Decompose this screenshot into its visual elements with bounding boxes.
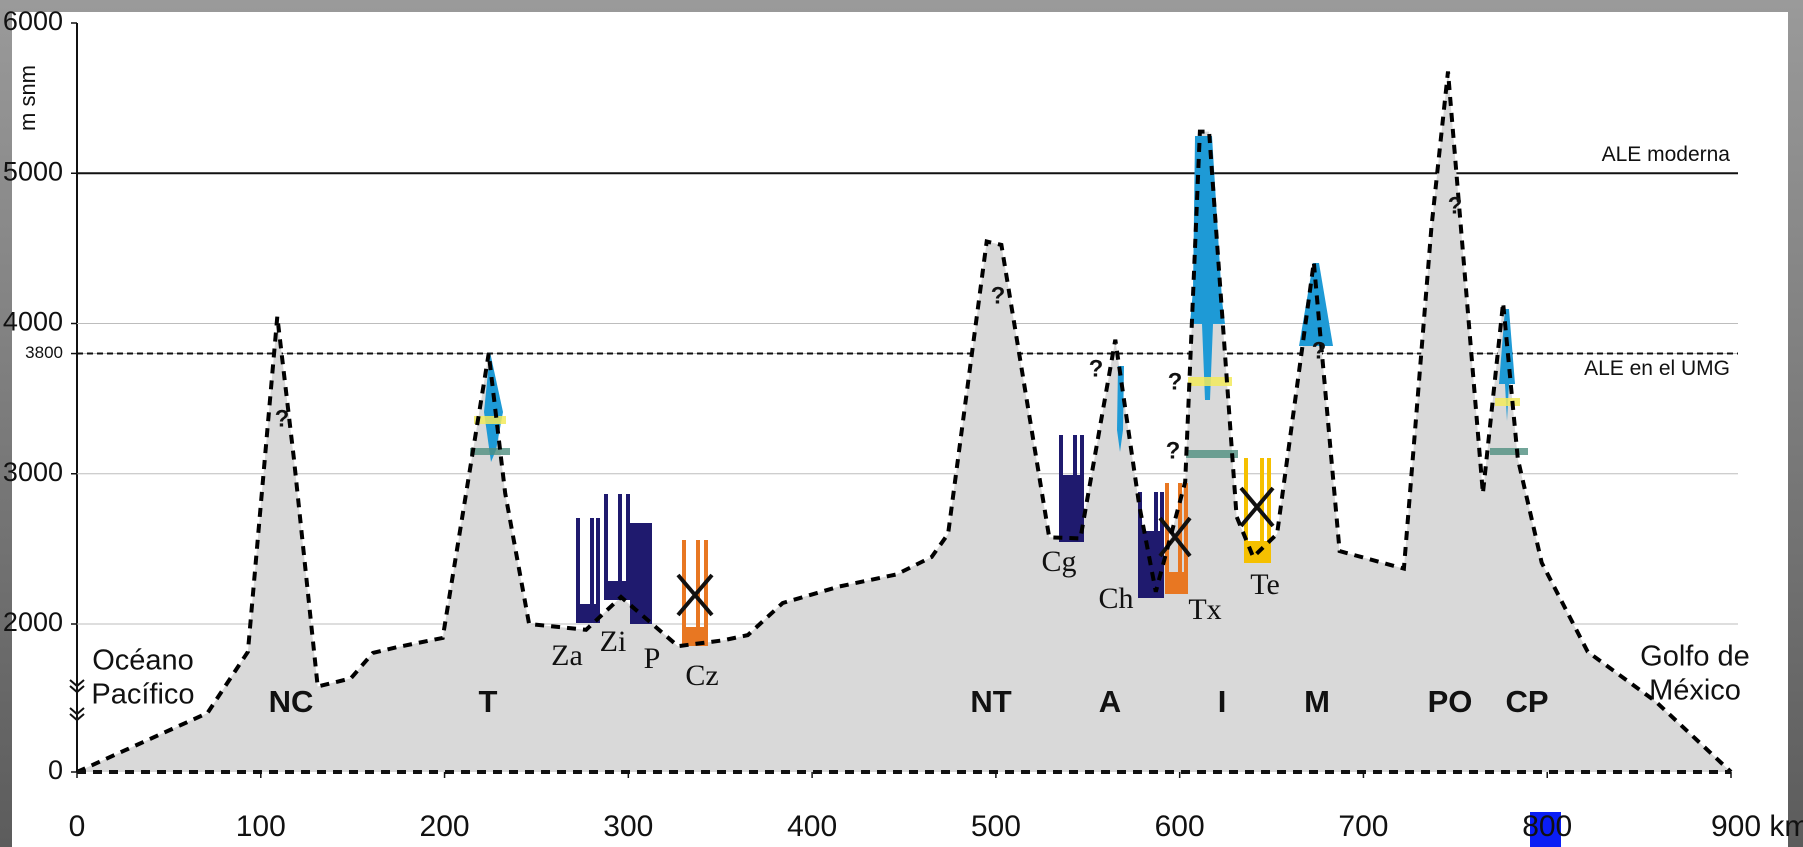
- site-label: Cg: [1041, 545, 1076, 578]
- uncertain-mark: ?: [1089, 355, 1104, 382]
- region-label: I: [1218, 684, 1227, 719]
- cross: [1158, 516, 1192, 558]
- x-tick-label: 400: [787, 810, 837, 843]
- site-label: Zi: [600, 625, 627, 658]
- region-label: NC: [269, 684, 314, 719]
- column-fill: [1059, 475, 1084, 540]
- uncertain-mark: ?: [1168, 368, 1183, 395]
- region-label: A: [1099, 684, 1121, 719]
- x-tick-label: 100: [236, 810, 286, 843]
- x-tick-label: 300: [603, 810, 653, 843]
- uncertain-mark: ?: [1448, 192, 1463, 219]
- uncertain-mark: ?: [275, 405, 290, 432]
- x-tick-label: 200: [420, 810, 470, 843]
- y-tick-label: 6000: [3, 6, 63, 36]
- region-label: T: [479, 684, 498, 719]
- region-label: M: [1304, 684, 1330, 719]
- band-teal: [1186, 450, 1238, 458]
- uncertain-mark: ?: [1166, 437, 1181, 464]
- gulf-label: Golfo de: [1640, 641, 1750, 673]
- ocean-label: Océano: [92, 645, 194, 677]
- y-tick-label: 5000: [3, 156, 63, 186]
- x-tick-label: 900 km: [1711, 810, 1803, 843]
- cross: [1239, 486, 1275, 528]
- column-fill: [682, 627, 708, 644]
- site-label: Za: [551, 639, 583, 672]
- profile-area: [77, 71, 1731, 772]
- uncertain-mark: ?: [991, 282, 1006, 309]
- band-yellow: [1188, 377, 1232, 386]
- glacier: [1190, 136, 1225, 400]
- site-label: Cz: [685, 659, 718, 692]
- x-tick-label: 0: [69, 810, 86, 843]
- x-tick-label: 700: [1338, 810, 1388, 843]
- gulf-label: México: [1649, 675, 1741, 707]
- band-yellow: [474, 416, 506, 424]
- region-label: CP: [1505, 684, 1548, 719]
- line-layer: [76, 71, 1733, 774]
- site-label: P: [644, 642, 661, 675]
- x-tick-label: 800: [1522, 810, 1572, 843]
- reference-label: ALE en el UMG: [1584, 357, 1730, 380]
- glacier: [1499, 309, 1515, 421]
- profile-line: [76, 71, 1733, 774]
- band-teal: [1490, 448, 1528, 455]
- y-tick-label: 3800: [25, 343, 63, 362]
- overlay-square: [1530, 812, 1561, 847]
- site-label: Te: [1250, 568, 1280, 601]
- x-tick-label: 500: [971, 810, 1021, 843]
- column-fill: [1165, 572, 1188, 592]
- text-layer: 0 2000 3000 3800 4000 5000 6000 m snm 0 100 200 300…: [3, 6, 1803, 843]
- uncertain-mark: ?: [1312, 337, 1327, 364]
- site-label: Ch: [1098, 582, 1133, 615]
- y-tick-label: 4000: [3, 307, 63, 337]
- y-tick-label: 2000: [3, 607, 63, 637]
- band-teal: [470, 448, 510, 455]
- axis-break: [69, 679, 85, 722]
- y-axis-label: m snm: [15, 65, 40, 131]
- column-fill: [630, 523, 652, 624]
- glacier: [484, 352, 503, 462]
- cross: [676, 573, 714, 617]
- x-tick-label: 600: [1155, 810, 1205, 843]
- site-label: Tx: [1188, 593, 1221, 626]
- reference-label: ALE moderna: [1602, 143, 1731, 166]
- ocean-label: Pacífico: [91, 679, 194, 711]
- y-tick-label: 0: [48, 755, 63, 785]
- y-tick-label: 3000: [3, 457, 63, 487]
- region-label: NT: [970, 684, 1011, 719]
- column-fill: [576, 604, 600, 621]
- column-fill: [604, 581, 630, 598]
- band-yellow: [1495, 398, 1520, 406]
- area-layer: [77, 71, 1731, 772]
- region-label: PO: [1428, 684, 1473, 719]
